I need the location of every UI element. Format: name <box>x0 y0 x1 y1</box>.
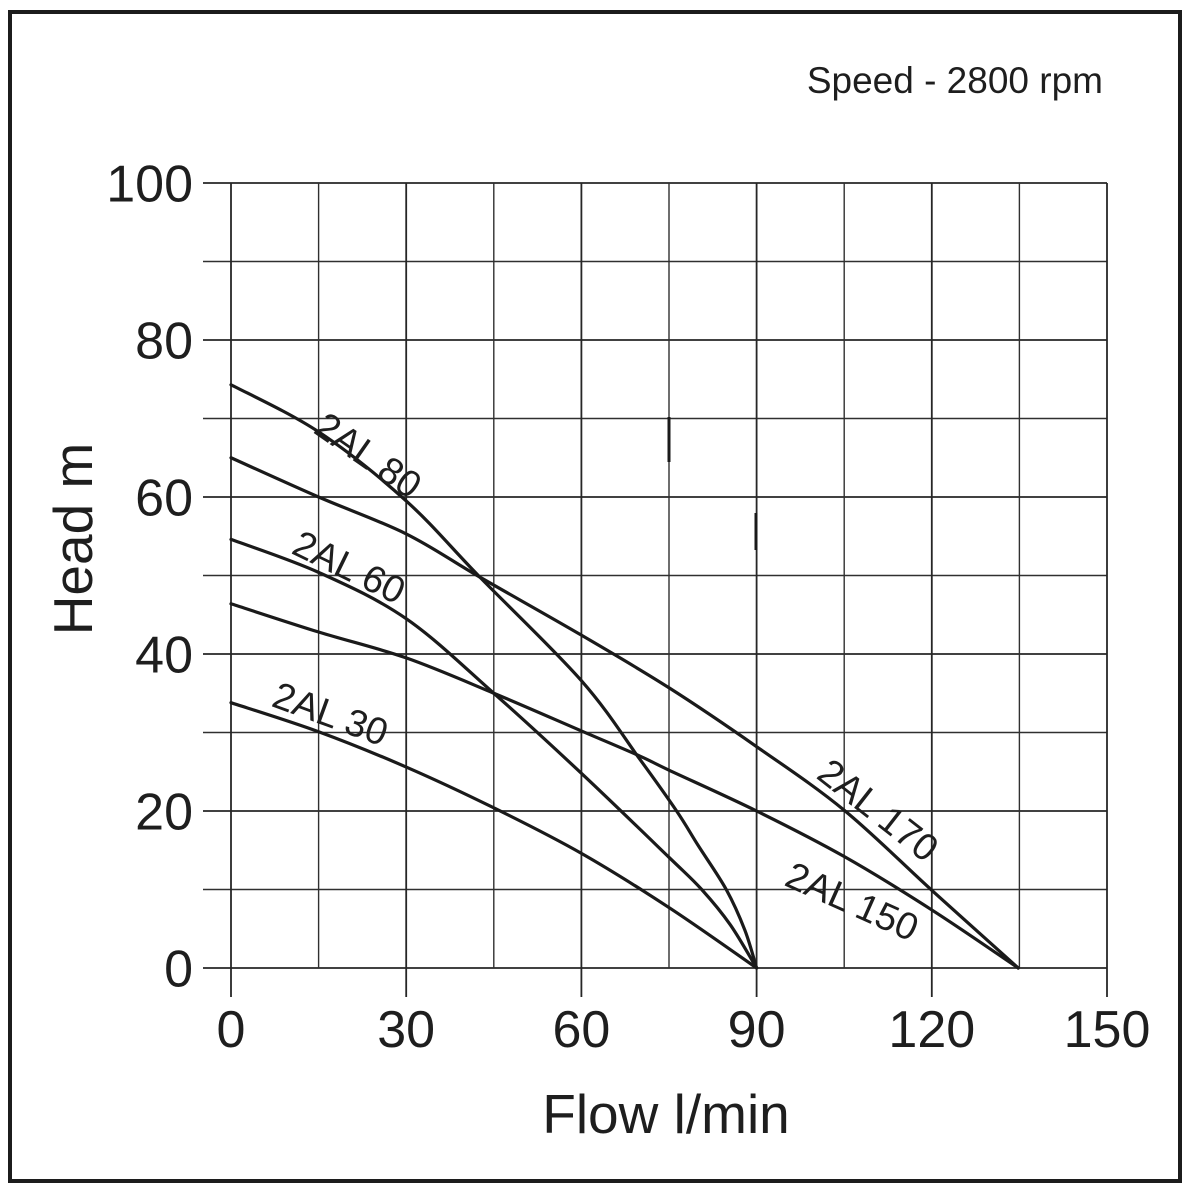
x-axis-title: Flow l/min <box>542 1083 790 1145</box>
x-tick-label: 150 <box>1064 1001 1151 1059</box>
x-tick-label: 120 <box>888 1001 975 1059</box>
curve-2al-80 <box>229 383 759 970</box>
curve-2al-170 <box>229 456 1020 970</box>
x-tick-label: 60 <box>552 1001 610 1059</box>
grid <box>203 182 1108 997</box>
y-axis-title: Head m <box>42 443 104 636</box>
y-tick-label: 20 <box>135 784 193 842</box>
curves <box>229 383 1020 970</box>
y-tick-label: 0 <box>164 941 193 999</box>
x-tick-label: 30 <box>377 1001 435 1059</box>
curve-label: 2AL 80 <box>307 405 429 508</box>
curve-2al-60 <box>229 537 759 970</box>
grid-marks <box>667 417 758 550</box>
y-tick-label: 100 <box>106 156 193 214</box>
x-tick-label: 90 <box>728 1001 786 1059</box>
speed-label: Speed - 2800 rpm <box>807 60 1103 101</box>
tick-labels: 0 20 40 60 80 100 0 30 60 90 120 150 <box>106 156 1150 1060</box>
curve-label: 2AL 30 <box>267 675 393 755</box>
curve-2al-30 <box>229 701 759 970</box>
chart-frame <box>8 10 1182 1183</box>
curve-label: 2AL 60 <box>286 523 411 613</box>
curve-label: 2AL 150 <box>779 855 924 950</box>
y-tick-label: 40 <box>135 627 193 685</box>
curve-2al-150 <box>229 602 1020 970</box>
y-tick-label: 80 <box>135 313 193 371</box>
y-tick-label: 60 <box>135 470 193 528</box>
x-tick-label: 0 <box>217 1001 246 1059</box>
